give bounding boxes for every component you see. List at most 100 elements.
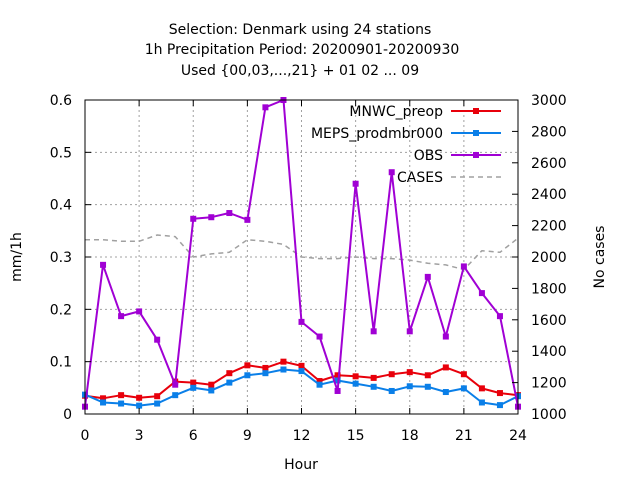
data-point-mnwc-preop [298,362,305,369]
legend-marker-meps-prodmbr000 [473,130,479,136]
data-point-obs [154,336,161,343]
data-point-mnwc-preop [370,374,377,381]
data-point-obs [388,169,395,176]
data-point-meps-prodmbr000 [280,366,287,373]
data-point-mnwc-preop [118,392,125,399]
data-point-meps-prodmbr000 [100,399,107,406]
data-point-meps-prodmbr000 [478,399,485,406]
y2-tick-label: 1000 [531,407,567,423]
data-point-mnwc-preop [334,372,341,379]
x-tick-label: 0 [81,428,90,444]
x-tick-label: 18 [401,428,419,444]
data-point-meps-prodmbr000 [262,370,269,377]
legend-label-mnwc-preop: MNWC_preop [349,104,443,120]
data-point-obs [100,261,107,268]
data-point-obs [136,308,143,315]
data-point-obs [316,333,323,340]
legend-marker-mnwc-preop [473,108,479,114]
y-tick-label: 0.6 [50,93,72,109]
data-point-meps-prodmbr000 [298,368,305,375]
x-axis-label: Hour [284,457,318,473]
data-point-obs [262,104,269,111]
data-point-mnwc-preop [424,372,431,379]
data-point-meps-prodmbr000 [424,383,431,390]
data-point-obs [226,210,233,217]
data-point-meps-prodmbr000 [442,389,449,396]
y2-tick-label: 2200 [531,219,567,235]
y2-tick-label: 1600 [531,313,567,329]
data-point-obs [460,263,467,270]
data-point-meps-prodmbr000 [118,400,125,407]
y2-tick-label: 2400 [531,187,567,203]
x-tick-label: 15 [347,428,365,444]
data-point-mnwc-preop [100,395,107,402]
data-point-obs [172,381,179,388]
data-point-meps-prodmbr000 [406,383,413,390]
data-point-obs [424,273,431,280]
data-point-mnwc-preop [136,394,143,401]
x-tick-label: 6 [189,428,198,444]
x-tick-label: 3 [135,428,144,444]
x-tick-label: 21 [455,428,473,444]
data-point-mnwc-preop [154,393,161,400]
y-tick-label: 0.4 [50,198,72,214]
y2-tick-label: 1200 [531,376,567,392]
data-point-obs [442,333,449,340]
series-layer [82,97,521,410]
y-axis-label: mm/1h [9,232,25,282]
data-point-obs [496,313,503,320]
y2-tick-label: 3000 [531,93,567,109]
data-point-mnwc-preop [442,364,449,371]
legend: MNWC_preop MEPS_prodmbr000 OBS CASES [311,104,501,186]
data-point-mnwc-preop [316,378,323,385]
y-tick-label: 0.2 [50,302,72,318]
cases-layer [85,234,519,271]
series-line-cases [85,234,519,271]
data-point-obs [406,328,413,335]
chart-title-line-2: 1h Precipitation Period: 20200901-202009… [145,42,460,58]
data-point-meps-prodmbr000 [316,381,323,388]
legend-label-meps-prodmbr000: MEPS_prodmbr000 [311,126,443,142]
data-point-meps-prodmbr000 [172,392,179,399]
data-point-mnwc-preop [478,385,485,392]
data-point-obs [370,328,377,335]
data-point-mnwc-preop [262,364,269,371]
data-point-mnwc-preop [352,373,359,380]
y-tick-label: 0 [63,407,72,423]
data-point-meps-prodmbr000 [226,379,233,386]
x-tick-label: 12 [293,428,311,444]
data-point-meps-prodmbr000 [352,380,359,387]
y2-tick-label: 2800 [531,124,567,140]
data-point-meps-prodmbr000 [190,384,197,391]
data-point-obs [298,318,305,325]
data-point-meps-prodmbr000 [388,387,395,394]
data-point-meps-prodmbr000 [370,383,377,390]
legend-label-cases: CASES [397,170,443,186]
chart-title-line-1: Selection: Denmark using 24 stations [169,22,432,38]
data-point-mnwc-preop [226,370,233,377]
data-point-meps-prodmbr000 [208,387,215,394]
y2-tick-label: 1800 [531,281,567,297]
data-point-mnwc-preop [280,358,287,365]
data-point-mnwc-preop [388,371,395,378]
data-point-obs [334,387,341,394]
data-point-meps-prodmbr000 [460,385,467,392]
data-point-mnwc-preop [244,362,251,369]
y-tick-label: 0.3 [50,250,72,266]
y2-axis-label: No cases [592,226,608,289]
data-point-mnwc-preop [406,369,413,376]
data-point-mnwc-preop [190,379,197,386]
y2-tick-label: 1400 [531,344,567,360]
y-tick-label: 0.5 [50,145,72,161]
legend-label-obs: OBS [414,148,443,164]
y2-tick-label: 2000 [531,250,567,266]
data-point-meps-prodmbr000 [244,372,251,379]
data-point-obs [244,216,251,223]
data-point-obs [478,290,485,297]
y-tick-label: 0.1 [50,355,72,371]
ticks: 0 3 6 9 12 15 18 21 24 0 0.1 0.2 0.3 0.4 0.5 0.6 1000 120… [50,93,567,444]
legend-marker-obs [473,152,479,158]
data-point-mnwc-preop [460,371,467,378]
data-point-obs [352,180,359,187]
